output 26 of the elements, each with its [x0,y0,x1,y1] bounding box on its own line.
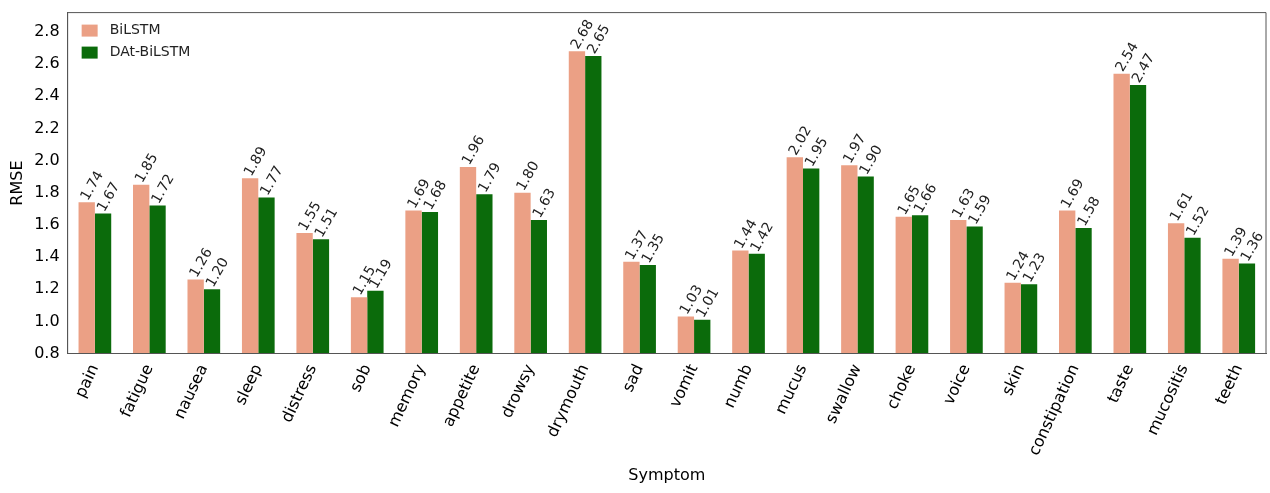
y-tick-label: 2.0 [34,149,60,169]
x-tick-label: taste [1102,360,1138,406]
y-tick-label: 1.8 [34,181,60,201]
x-tick-label: choke [882,360,920,412]
y-tick-label: 2.2 [34,117,60,137]
y-tick-label: 1.0 [34,310,60,330]
y-tick-label: 1.2 [34,278,60,298]
y-tick-label: 2.8 [34,21,60,41]
legend-label: BiLSTM [109,21,161,38]
y-tick-label: 0.8 [34,342,60,362]
x-tick-label: numb [719,360,756,411]
y-axis-title: RMSE [6,160,26,206]
legend-label: DAt-BiLSTM [109,43,191,60]
y-tick-label: 2.6 [34,53,60,73]
x-tick-label: sleep [230,360,266,408]
y-tick-label: 1.6 [34,214,60,234]
x-tick-label: teeth [1211,360,1247,408]
y-tick-label: 2.4 [34,85,60,105]
x-tick-label: sad [617,360,647,395]
x-tick-label: vomit [664,360,702,411]
x-tick-label: sob [345,360,375,395]
x-axis-title: Symptom [628,464,706,484]
y-tick-label: 1.4 [34,246,60,266]
x-tick-label: pain [70,360,103,401]
x-tick-label: skin [997,360,1029,399]
x-tick-label: voice [938,360,974,408]
